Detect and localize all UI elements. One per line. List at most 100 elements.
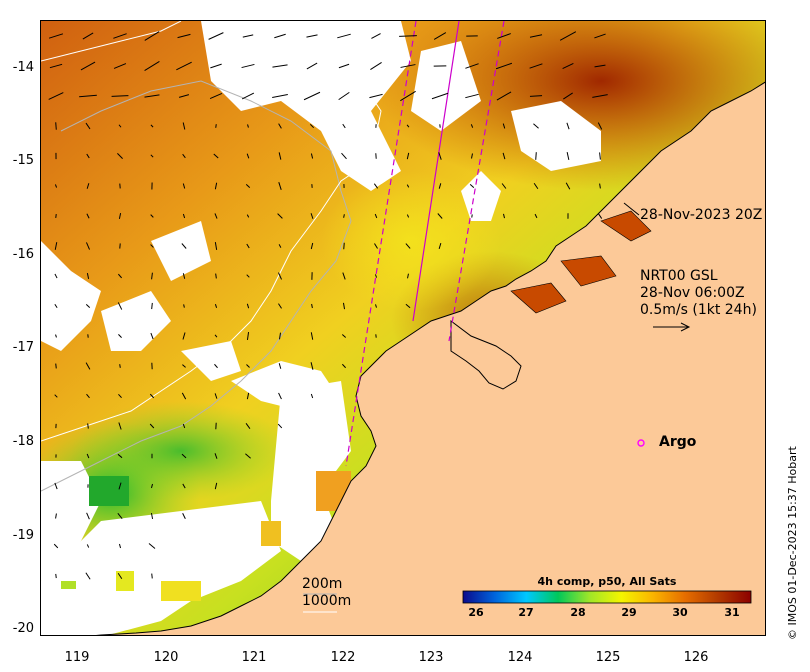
current-vector [405,243,411,249]
current-vector [215,273,217,279]
current-vector [342,272,346,280]
current-model-label: NRT00 GSL [640,268,718,284]
current-vector [149,393,155,399]
current-vector [278,152,282,160]
current-vector [470,124,474,128]
current-vector [214,482,218,490]
current-vector [465,63,479,69]
yellow-water-patch [321,171,501,311]
credit-label: © IMOS 01-Dec-2023 15:37 Hobart [786,446,799,640]
current-vector [54,482,58,490]
current-vector [433,32,447,40]
current-vector [310,242,314,250]
current-vector [341,363,347,369]
current-vector [278,244,282,248]
current-vector [178,94,190,98]
current-vector [54,394,58,398]
current-vector [53,543,59,549]
current-vector [343,214,345,218]
current-vector [214,213,218,219]
current-vector [437,213,443,219]
current-vector [535,152,537,160]
current-vector [182,183,186,189]
current-vector [338,63,350,69]
current-vector [82,32,94,40]
current-vector [182,513,186,519]
current-vector [272,64,288,68]
current-vector [311,303,313,309]
x-tick-label: 119 [64,650,90,665]
land-mass [95,81,765,635]
current-vector [465,93,479,99]
current-vector [469,183,475,189]
current-vector [471,153,473,159]
isobath-200m [41,80,352,492]
current-vector [306,62,318,70]
current-vector [150,154,154,158]
current-vector [150,244,154,248]
current-vector [438,242,442,250]
current-vector [246,364,250,368]
y-tick-label: -19 [12,528,34,543]
current-vector [562,63,574,69]
current-vector [431,92,449,100]
current-vector [529,63,543,69]
current-vector [246,392,250,400]
current-vector [118,124,122,128]
current-vector [594,33,606,39]
colorbar-tick-label: 27 [518,606,534,619]
y-tick-label: -14 [12,60,34,75]
sst-map [40,20,766,636]
colorbar-tick-label: 26 [468,606,484,619]
argo-float-marker [637,439,645,447]
current-vector [534,213,538,219]
current-vector [342,302,346,310]
current-vector [277,423,283,429]
current-vector [371,33,381,39]
current-vector [374,213,378,219]
current-vector [117,153,123,159]
current-vector [144,31,160,41]
current-vector [182,153,186,159]
current-vector [118,334,122,338]
colorbar-tick-label: 31 [724,606,740,619]
current-vector [86,393,90,399]
current-vector [599,183,601,189]
satellite-track-2 [412,21,460,322]
current-vector [246,214,250,218]
current-vector [85,242,91,250]
current-vector [559,31,577,41]
current-vector [597,122,603,130]
current-vector [246,331,250,341]
cloud-mask [41,21,601,635]
current-vector [277,272,283,280]
current-vector [400,90,416,102]
x-tick-label: 126 [683,650,709,665]
current-vector [119,543,121,549]
current-vector [214,182,218,190]
current-vector [246,243,250,249]
x-tick-label: 125 [595,650,621,665]
current-vector [214,363,218,369]
current-vector [496,91,512,101]
isobath-200m-label: 200m [302,576,343,592]
current-vector [278,392,282,400]
current-vector [151,272,153,280]
current-vector [111,95,129,97]
current-vector [214,242,218,250]
current-vector [533,123,539,129]
current-vector [86,183,90,189]
current-vector [241,63,255,69]
current-vector [533,182,539,190]
y-tick-label: -16 [12,247,34,262]
sst-map-canvas [41,21,765,635]
current-vector [599,152,601,160]
current-vector [176,61,192,71]
current-vector [144,94,160,98]
current-scale-label: 0.5m/s (1kt 24h) [640,302,757,318]
current-vector [337,33,351,39]
current-vector [117,273,123,279]
current-vector [215,124,217,128]
current-vector [150,214,154,218]
current-vector [118,213,122,219]
